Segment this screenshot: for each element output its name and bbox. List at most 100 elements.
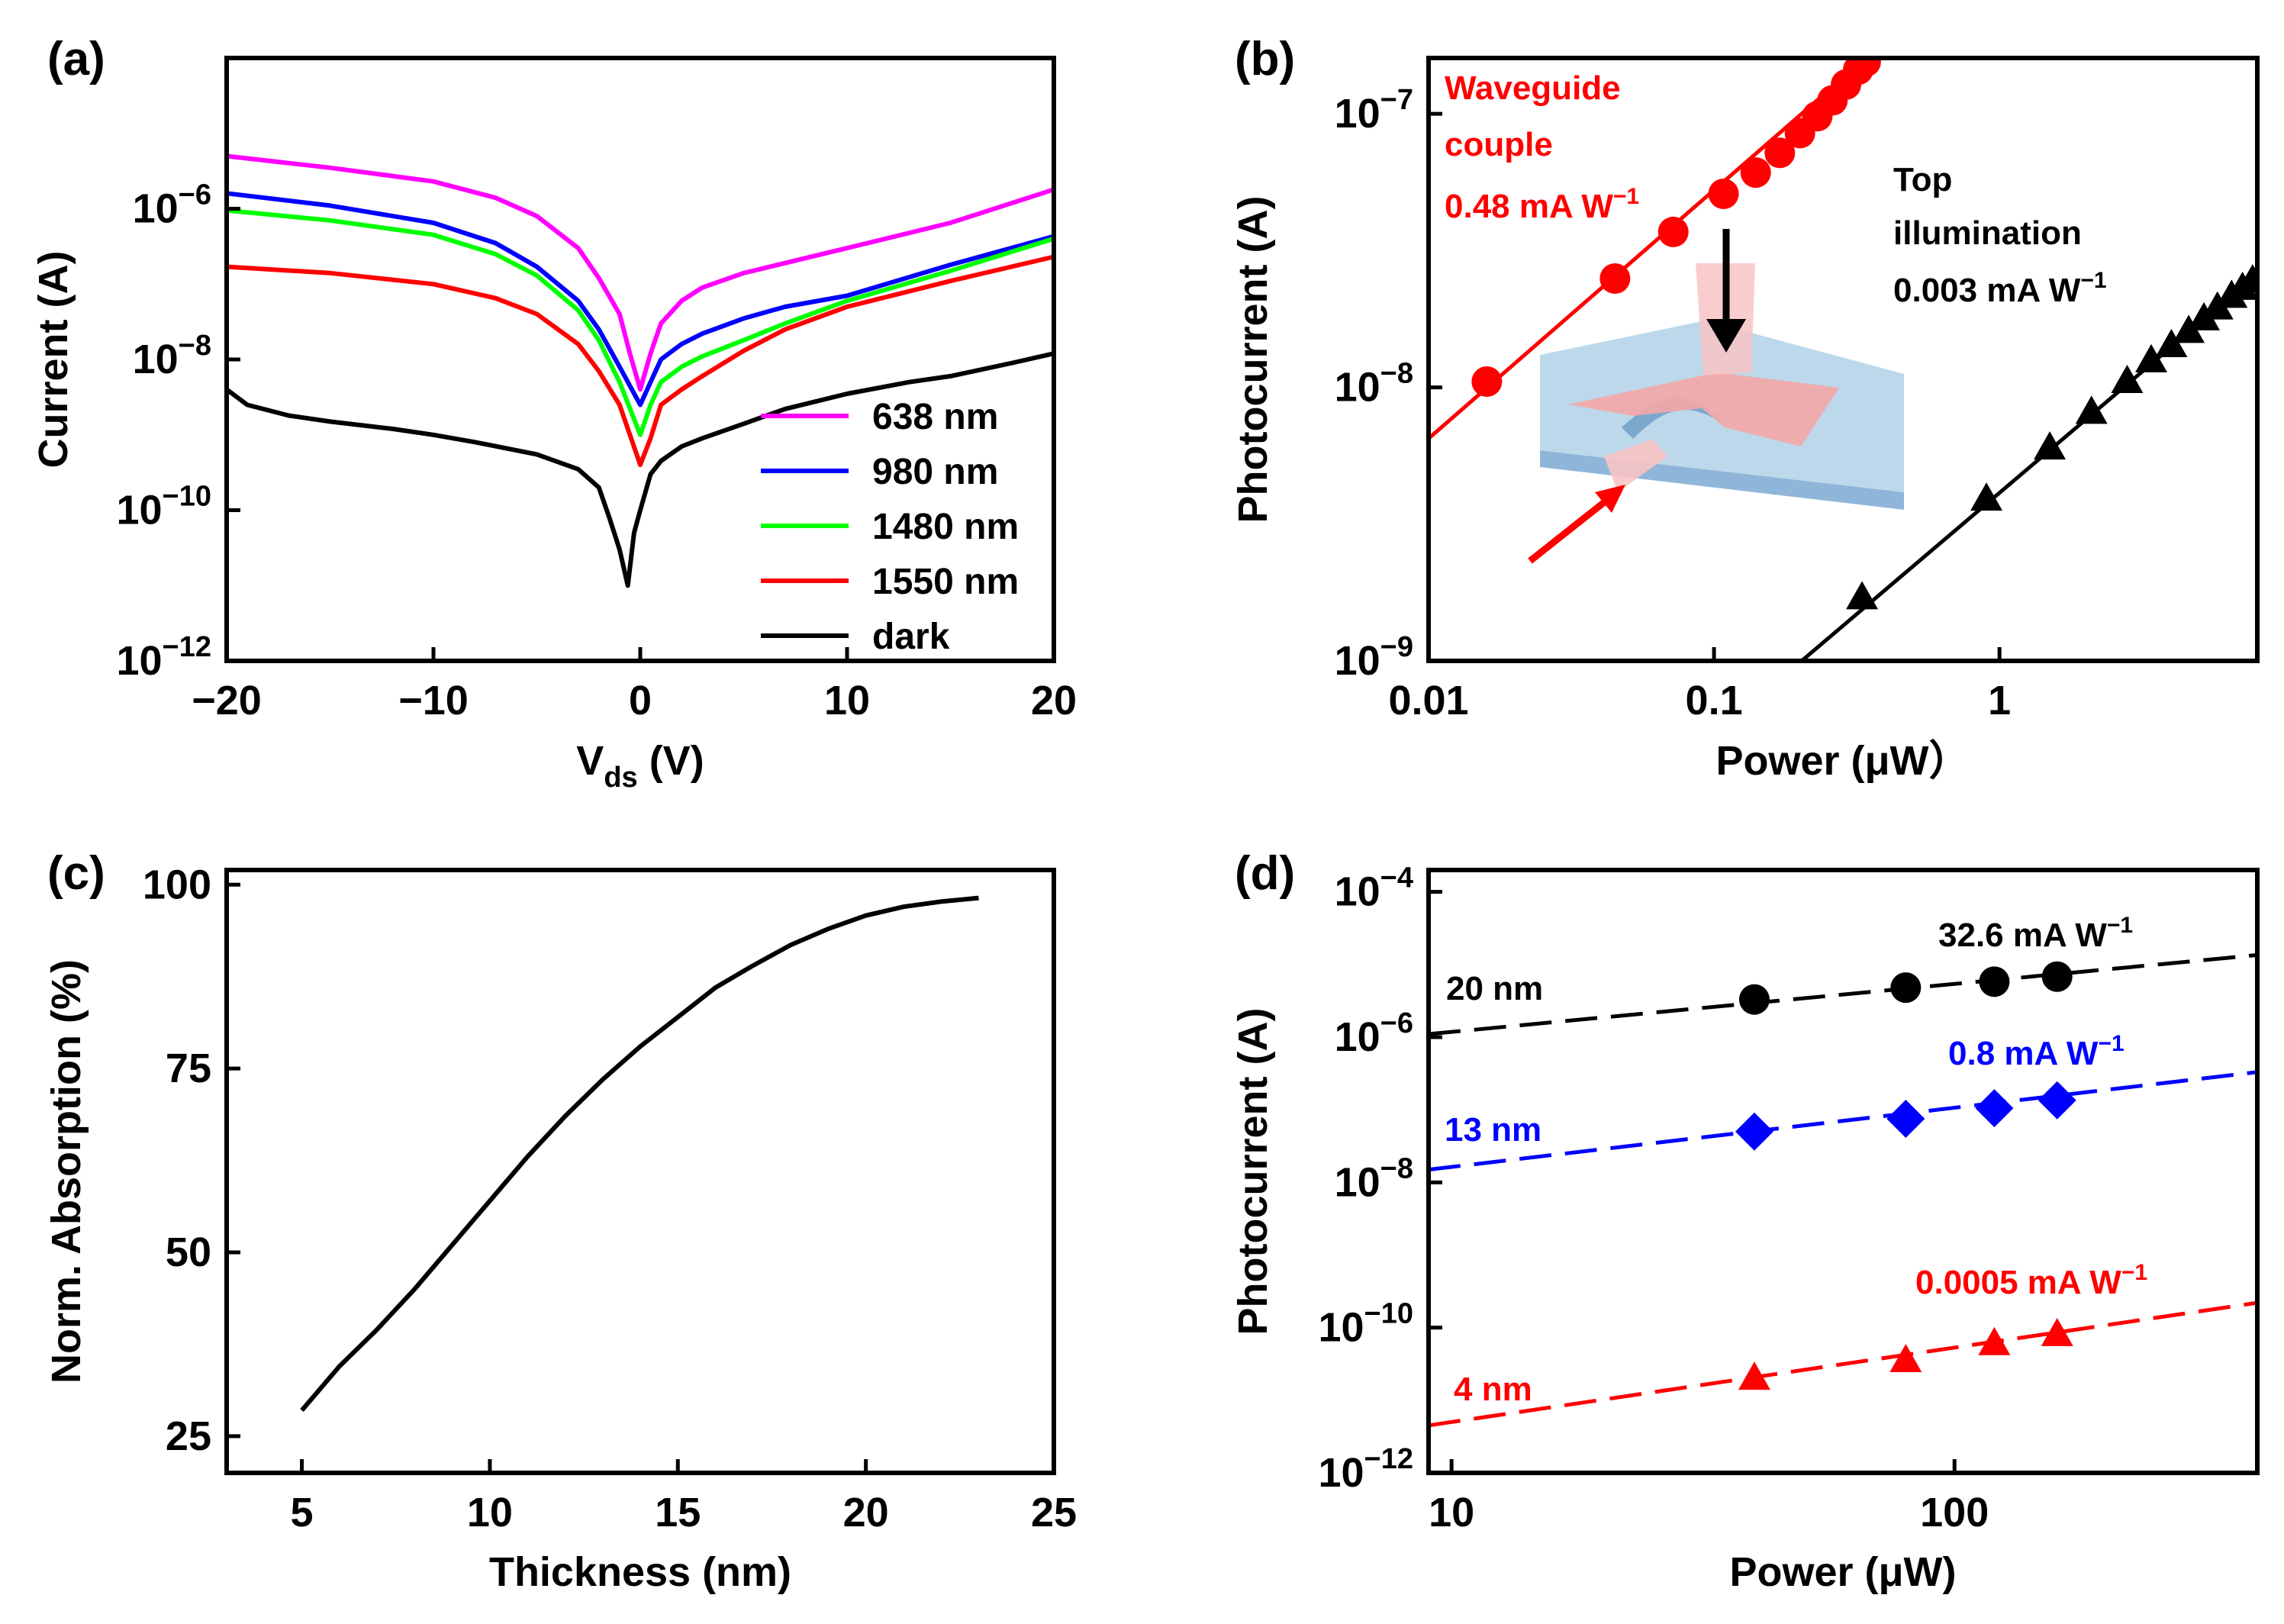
panel-b-point-0-1 [1599, 263, 1631, 294]
panel-c-xtick-label: 10 [467, 1490, 513, 1535]
panel-d-xlabel: Power (μW) [1729, 1549, 1956, 1595]
panel-a-ytick-label: 10−10 [116, 481, 211, 533]
legend-label-4: dark [872, 617, 950, 657]
panel-d-ytick-label: 10−10 [1318, 1298, 1413, 1351]
panel-a-series-line-3 [226, 254, 1055, 467]
panel-d-resp-20nm: 32.6 mA W−1 [1938, 913, 2133, 954]
panel-a-series-line-0 [226, 153, 1055, 392]
panel-d-fit-line-0 [1428, 952, 2258, 1036]
panel-b-point-1-5 [2134, 343, 2167, 372]
panel-d-point-1-0 [1735, 1112, 1773, 1151]
panel-a-ytick-label: 10−12 [116, 631, 211, 684]
panel-d-point-2-3 [2041, 1317, 2073, 1346]
panel-c-frame [224, 868, 1056, 1475]
waveguide-input-arrowhead-icon [1595, 485, 1625, 513]
panel-a-ylabel: Current (A) [31, 251, 76, 469]
panel-b-ytick-label: 10−9 [1335, 631, 1413, 684]
device-schematic-inset [1528, 229, 1904, 564]
panel-b-point-0-5 [1764, 137, 1796, 169]
panel-b-xtick-label: 0.01 [1388, 678, 1468, 723]
panel-d: (d) 32.6 mA W−1 0.8 mA W−1 0.0005 mA W−1… [1230, 847, 2260, 1595]
panel-d-xtick-label: 10 [1429, 1490, 1474, 1535]
panel-b-ytick-label: 10−8 [1335, 358, 1413, 411]
panel-d-point-2-2 [1978, 1326, 2011, 1355]
panel-b-xlabel: Power (μW） [1715, 738, 1970, 784]
panel-d-fit-line-2 [1428, 1300, 2258, 1428]
panel-a-series-line-1 [226, 191, 1055, 408]
panel-c-ytick-label: 25 [166, 1413, 211, 1459]
panel-a-series-line-4 [225, 351, 1055, 588]
panel-d-ytick-label: 10−6 [1335, 1007, 1413, 1060]
legend-label-2: 1480 nm [872, 507, 1019, 547]
panel-b-point-1-0 [1846, 581, 1879, 610]
panel-c-absorption-line [300, 895, 979, 1413]
panel-d-fit-line-1 [1428, 1070, 2258, 1172]
panel-d-point-2-1 [1889, 1344, 1922, 1373]
panel-b-annot-waveguide-line1: Waveguide [1445, 69, 1621, 107]
panel-d-ylabel: Photocurrent (A) [1230, 1008, 1276, 1336]
panel-c-ytick-label: 50 [166, 1229, 211, 1275]
panel-d-point-1-2 [1975, 1089, 2014, 1128]
panel-d-resp-13nm: 0.8 mA W−1 [1948, 1031, 2125, 1072]
panel-c-label: (c) [47, 847, 105, 900]
panel-b-point-0-3 [1708, 178, 1739, 209]
panel-b-point-0-11 [1850, 58, 1881, 77]
panel-c-xtick-label: 25 [1031, 1490, 1077, 1535]
panel-b-frame [1426, 56, 2260, 663]
panel-b-point-1-6 [2155, 328, 2188, 357]
panel-d-ytick-label: 10−8 [1335, 1152, 1413, 1205]
panel-b-label: (b) [1235, 33, 1295, 85]
panel-b-point-1-3 [2075, 395, 2108, 424]
panel-b-point-0-4 [1740, 157, 1771, 188]
top-illumination-arrowhead-icon [1706, 319, 1746, 353]
panel-b-annot-top-line1: Top [1893, 161, 1952, 198]
panel-d-point-0-1 [1890, 972, 1922, 1004]
panel-c-xtick-label: 20 [843, 1490, 889, 1535]
panel-b-point-0-0 [1471, 366, 1503, 397]
panel-a-legend: 638 nm 980 nm 1480 nm 1550 nm dark [761, 397, 1019, 657]
panel-a-xtick-label: −10 [398, 678, 469, 723]
panel-d-point-0-2 [1979, 966, 2010, 997]
guided-light-beam [1604, 439, 1667, 492]
panel-d-xtick-label: 100 [1920, 1490, 1989, 1535]
panel-b: (b) Waveguide couple 0.48 mA W−1 Top ill… [1230, 33, 2260, 784]
panel-c: (c) 5 10 15 20 25 25 50 75 100 Norm. Absorption … [43, 847, 1077, 1595]
panel-a-xtick-label: 10 [824, 678, 870, 723]
panel-d-resp-4nm: 0.0005 mA W−1 [1915, 1260, 2147, 1301]
panel-b-point-0-2 [1657, 216, 1689, 247]
waveguide-input-arrow-icon [1528, 491, 1616, 564]
panel-a-series-line-2 [226, 208, 1055, 437]
panel-b-annot-top-resp: 0.003 mA W−1 [1893, 268, 2107, 309]
panel-d-label-13nm: 13 nm [1445, 1111, 1541, 1149]
panel-b-point-1-4 [2111, 364, 2144, 393]
panel-c-xtick-label: 15 [655, 1490, 701, 1535]
panel-a-label: (a) [47, 33, 105, 85]
panel-b-annot-waveguide-resp: 0.48 mA W−1 [1445, 184, 1639, 225]
panel-d-point-1-3 [2038, 1081, 2076, 1120]
panel-d-point-2-0 [1738, 1361, 1770, 1390]
panel-c-ytick-label: 100 [143, 862, 211, 907]
panel-b-annot-top-line2: illumination [1893, 214, 2082, 252]
panel-b-point-1-1 [1970, 482, 2003, 511]
panel-a-xtick-label: 20 [1031, 678, 1077, 723]
panel-d-ytick-label: 10−4 [1335, 862, 1413, 915]
legend-label-0: 638 nm [872, 397, 998, 437]
panel-d-label-20nm: 20 nm [1446, 970, 1543, 1007]
panel-d-point-0-3 [2041, 961, 2073, 992]
panel-d-point-1-1 [1886, 1100, 1925, 1139]
panel-c-ylabel: Norm. Absorption (%) [43, 959, 89, 1384]
panel-b-ytick-label: 10−7 [1335, 84, 1413, 137]
panel-b-xtick-label: 1 [1988, 678, 2011, 723]
panel-c-ytick-label: 75 [166, 1046, 211, 1091]
panel-a-xlabel: Vds (V) [576, 738, 704, 794]
panel-b-annot-waveguide-line2: couple [1445, 126, 1553, 163]
panel-a-xtick-label: −20 [192, 678, 262, 723]
panel-a: (a) −20 −10 0 10 20 10−12 10−10 10−8 10−6 638 nm… [31, 33, 1077, 794]
panel-b-xtick-label: 0.1 [1686, 678, 1743, 723]
panel-b-point-1-2 [2034, 431, 2067, 460]
panel-d-ytick-label: 10−12 [1318, 1443, 1413, 1496]
panel-c-xtick-label: 5 [291, 1490, 314, 1535]
panel-b-point-1-12 [2236, 264, 2257, 293]
panel-d-frame [1426, 868, 2260, 1475]
